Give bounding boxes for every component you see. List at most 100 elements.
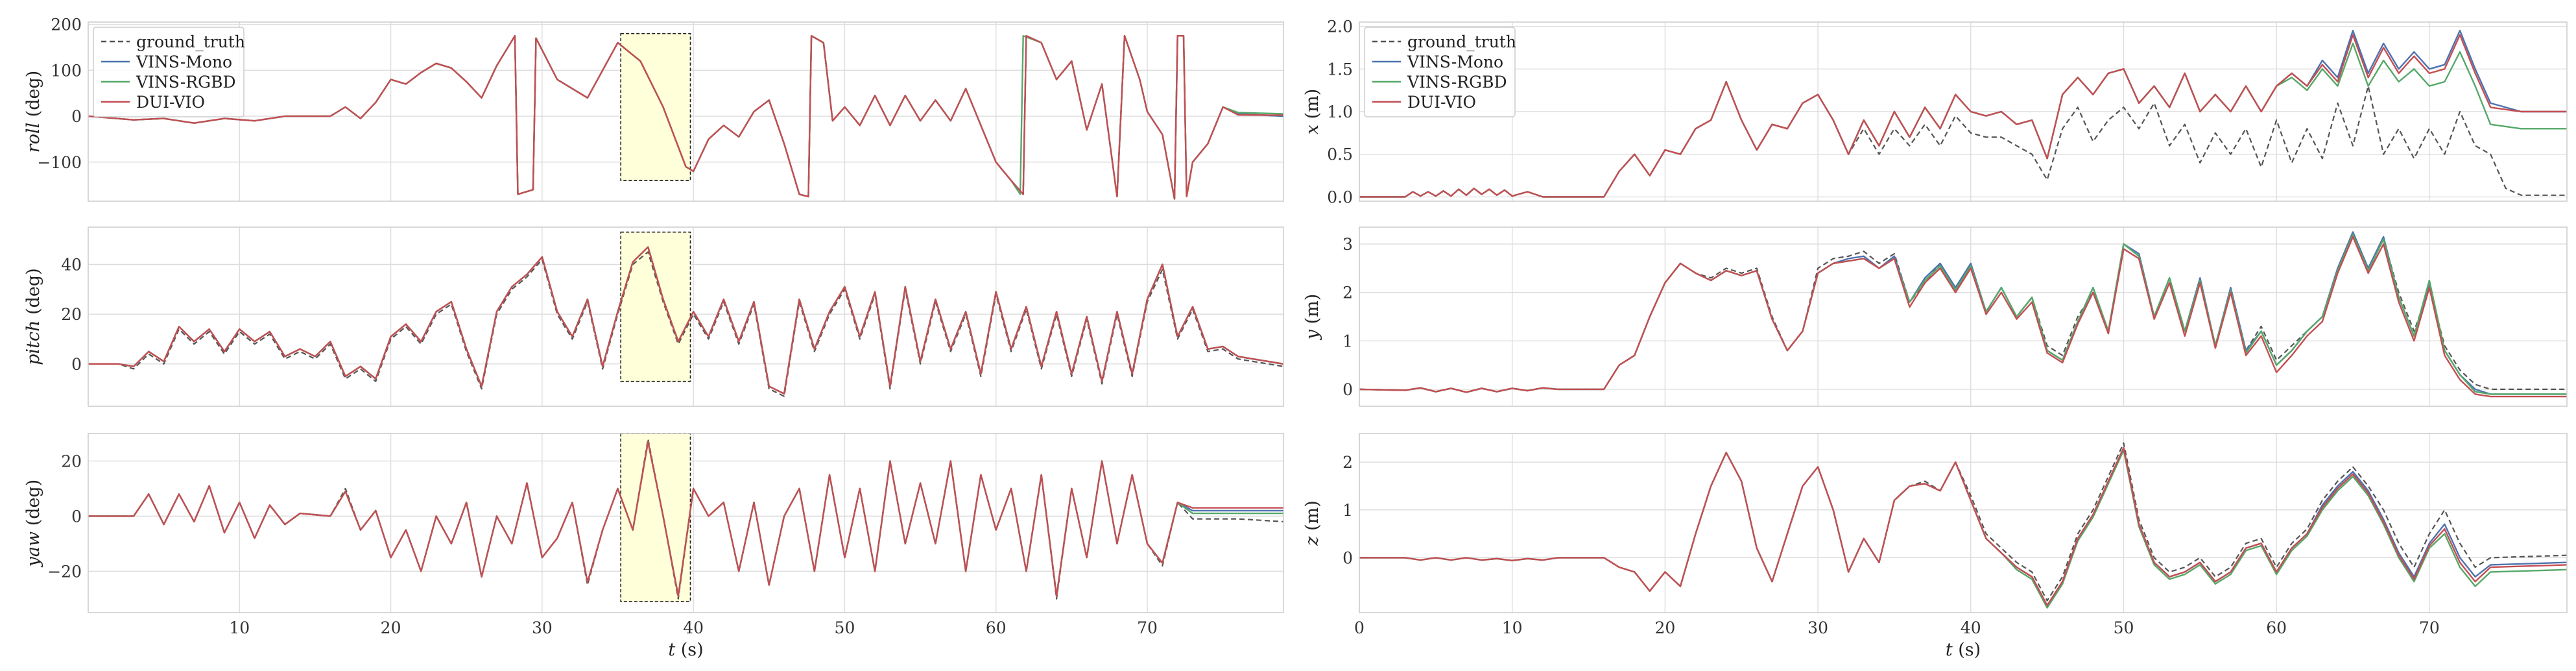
panel-z-xtick-label: 70 xyxy=(2419,618,2440,637)
panel-x-series-group xyxy=(1359,29,2567,198)
panel-roll-ylabel-var: roll xyxy=(23,123,43,152)
panel-z-frame xyxy=(1359,433,2568,613)
panel-yaw-series-group xyxy=(88,438,1283,600)
panel-z-ytick-label: 2 xyxy=(1342,453,1353,472)
panel-yaw-xtick-label: 70 xyxy=(1137,618,1158,637)
panel-yaw-xlabel: t (s) xyxy=(668,640,703,660)
panel-pitch-ylabel-unit: (deg) xyxy=(23,268,43,320)
panel-z-xlabel-var: t xyxy=(1946,640,1953,660)
panel-pitch-frame xyxy=(88,226,1284,407)
panel-y-ytick-label: 2 xyxy=(1342,284,1353,302)
panel-roll-ytick-label: −100 xyxy=(37,153,82,172)
panel-roll-ylabel-unit: (deg) xyxy=(23,71,43,123)
panel-yaw-xtick-label: 10 xyxy=(229,618,250,637)
panel-yaw-frame xyxy=(88,433,1284,613)
panel-yaw-ytick-label: 20 xyxy=(61,452,82,470)
panel-z-xtick-label: 30 xyxy=(1807,618,1828,637)
panel-z-ytick-label: 1 xyxy=(1342,501,1353,520)
panel-y-ytick-label: 3 xyxy=(1342,235,1353,254)
panel-roll-ylabel: roll (deg) xyxy=(23,71,43,153)
panel-z-xlabel: t (s) xyxy=(1946,640,1981,660)
panel-pitch-highlight-box xyxy=(620,231,691,382)
panel-pitch-ylabel: pitch (deg) xyxy=(23,268,43,365)
panel-y-frame xyxy=(1359,226,2568,407)
panel-roll-legend-label-vins-mono: VINS-Mono xyxy=(136,53,232,71)
panel-yaw-xtick-label: 50 xyxy=(835,618,855,637)
panel-y-ylabel-unit: (m) xyxy=(1302,294,1322,330)
panel-yaw-xlabel-unit: (s) xyxy=(675,640,704,660)
panel-z-xtick-label: 60 xyxy=(2266,618,2287,637)
panel-z-line-dui-vio xyxy=(1359,446,2567,607)
panel-y-ytick-label: 0 xyxy=(1342,380,1353,399)
panel-x-legend-box xyxy=(1364,27,1516,117)
panel-x: 2.0 1.5 1.0 0.5 0.0 x (m) ground_truth VINS-Mon… xyxy=(1302,18,2568,206)
panel-x-line-ground-truth xyxy=(1359,80,2567,198)
panel-z-ylabel: z (m) xyxy=(1302,500,1322,546)
panel-y-ylabel-var: y xyxy=(1302,329,1322,340)
panel-pitch: 40 20 0 pitch (deg) xyxy=(23,226,1284,407)
panel-yaw-ylabel-unit: (deg) xyxy=(23,480,43,531)
panel-x-ylabel-unit: (m) xyxy=(1302,89,1322,125)
panel-yaw-ylabel-var: yaw xyxy=(23,531,43,567)
panel-y-background xyxy=(1359,227,2567,406)
panel-roll-legend-label-ground-truth: ground_truth xyxy=(136,32,245,51)
panel-pitch-ytick-label: 20 xyxy=(61,305,82,324)
panel-z-xtick-label: 10 xyxy=(1502,618,1523,637)
panel-x-legend-label-vins-rgbd: VINS-RGBD xyxy=(1407,73,1507,92)
panel-roll-legend-label-vins-rgbd: VINS-RGBD xyxy=(136,73,236,92)
panel-roll-frame xyxy=(88,21,1284,202)
panel-z-xtick-label: 0 xyxy=(1354,618,1365,637)
panel-y-ytick-label: 1 xyxy=(1342,332,1353,350)
panel-x-ytick-label: 0.5 xyxy=(1327,145,1353,164)
panel-yaw-ytick-label: 0 xyxy=(71,507,82,526)
panel-z-background xyxy=(1359,433,2567,613)
panel-yaw: 20 0 −20 10 20 30 40 50 60 70 t (s) yaw (deg) xyxy=(23,433,1284,660)
panel-roll-ytick-label: 200 xyxy=(51,16,82,34)
panel-y-ylabel: y (m) xyxy=(1302,294,1322,341)
panel-y-series-group xyxy=(1359,231,2567,398)
panel-x-legend-label-dui-vio: DUI-VIO xyxy=(1407,93,1476,112)
panel-y: 3 2 1 0 y (m) xyxy=(1302,226,2568,407)
panel-z-xtick-label: 50 xyxy=(2114,618,2134,637)
panel-x-ytick-label: 1.0 xyxy=(1327,103,1353,121)
panel-pitch-ylabel-var: pitch xyxy=(23,320,43,365)
panel-x-ylabel-var: x xyxy=(1302,125,1322,134)
panel-pitch-line-dui-vio xyxy=(88,246,1283,395)
panel-yaw-xtick-label: 20 xyxy=(381,618,401,637)
panel-z-xtick-label: 20 xyxy=(1654,618,1675,637)
panel-roll-ytick-label: 100 xyxy=(51,61,82,80)
panel-yaw-highlight-box xyxy=(620,433,691,602)
panel-yaw-xtick-label: 60 xyxy=(986,618,1007,637)
panel-yaw-ylabel: yaw (deg) xyxy=(23,480,43,568)
panel-x-ytick-label: 0.0 xyxy=(1327,188,1353,206)
panel-x-ylabel: x (m) xyxy=(1302,89,1322,135)
panel-z-xtick-label: 40 xyxy=(1961,618,1981,637)
panel-yaw-ytick-label: −20 xyxy=(47,562,82,581)
panel-z-ylabel-unit: (m) xyxy=(1302,500,1322,536)
panel-pitch-ytick-label: 40 xyxy=(61,256,82,274)
panel-x-frame xyxy=(1359,21,2568,202)
panel-yaw-line-dui-vio xyxy=(88,441,1283,597)
panel-x-legend-label-vins-mono: VINS-Mono xyxy=(1407,53,1503,71)
panel-x-line-dui-vio xyxy=(1359,34,2567,198)
panel-z-series-group xyxy=(1359,442,2567,609)
panel-y-line-dui-vio xyxy=(1359,236,2567,398)
panel-roll-highlight-box xyxy=(620,32,691,181)
panel-roll-legend-label-dui-vio: DUI-VIO xyxy=(136,93,205,112)
panel-roll-legend-box xyxy=(93,27,244,117)
panel-yaw-xlabel-var: t xyxy=(668,640,675,660)
panel-z-ytick-label: 0 xyxy=(1342,548,1353,567)
panel-yaw-xtick-label: 30 xyxy=(532,618,553,637)
panel-z-xlabel-unit: (s) xyxy=(1953,640,1981,660)
panel-roll-line-dui-vio xyxy=(88,35,1283,200)
panel-pitch-ytick-label: 0 xyxy=(71,355,82,374)
panel-z-ylabel-var: z xyxy=(1302,536,1322,546)
panel-x-legend-label-ground-truth: ground_truth xyxy=(1407,32,1516,51)
panel-x-ytick-label: 1.5 xyxy=(1327,60,1353,79)
panel-pitch-series-group xyxy=(88,246,1283,397)
panel-roll-series-group xyxy=(88,35,1283,200)
